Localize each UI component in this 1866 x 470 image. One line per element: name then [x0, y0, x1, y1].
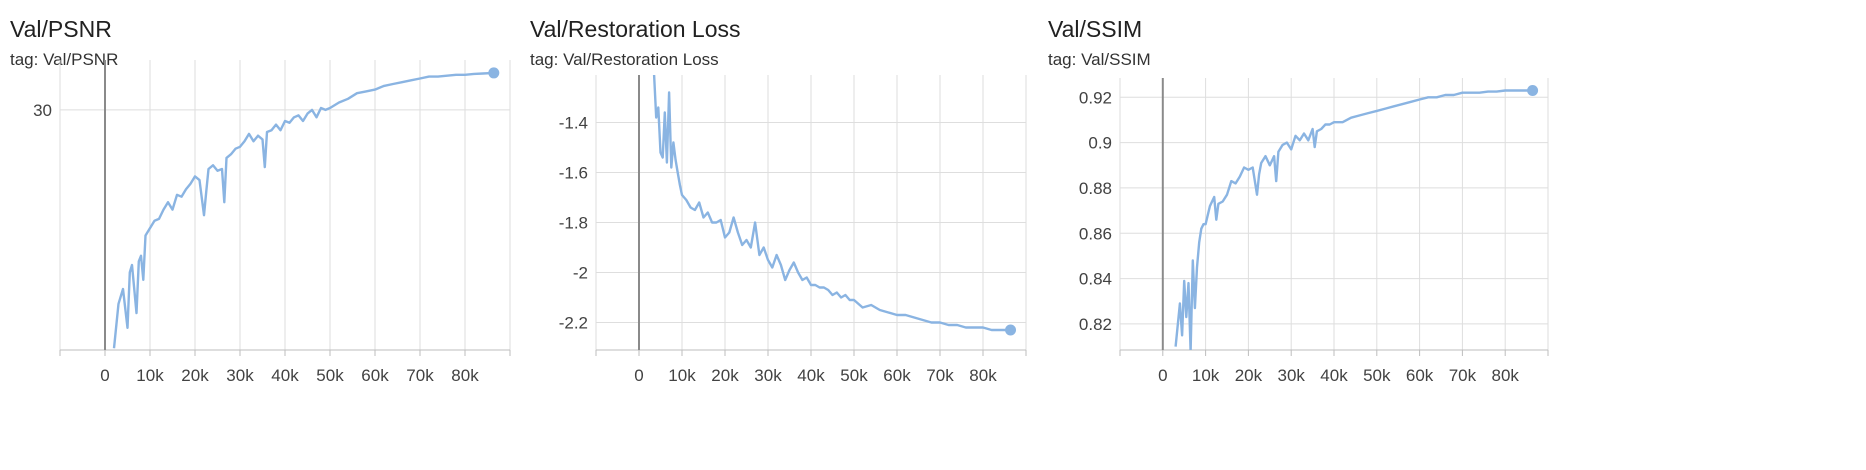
x-tick-label: 60k	[361, 366, 389, 385]
series-end-point	[1527, 84, 1539, 96]
x-tick-label: 50k	[840, 366, 868, 385]
y-tick-label: -2	[573, 264, 588, 283]
x-tick-label: 80k	[451, 366, 479, 385]
x-tick-label: 40k	[797, 366, 825, 385]
chart-panel-psnr: Val/PSNR tag: Val/PSNR 0 10k 20k 30k 40k 50k 6…	[10, 0, 530, 470]
x-tick-label: 50k	[316, 366, 344, 385]
x-tick-label: 40k	[271, 366, 299, 385]
x-tick-label: 70k	[1449, 366, 1477, 385]
x-tick-label: 10k	[136, 366, 164, 385]
y-tick-label: 0.92	[1079, 88, 1112, 107]
chart-plot-ssim[interactable]: 0 10k 20k 30k 40k 50k 60k 70k 80k 0.92 0.9 0.88 0.86…	[1048, 0, 1568, 470]
x-tick-label: 0	[1158, 366, 1167, 385]
series-line	[1174, 89, 1533, 350]
chart-panel-restoration-loss: Val/Restoration Loss tag: Val/Restoratio…	[530, 0, 1050, 470]
grid	[595, 75, 1027, 350]
x-tick-label: 80k	[969, 366, 997, 385]
chart-title: Val/SSIM	[1048, 16, 1143, 42]
chart-panel-ssim: Val/SSIM tag: Val/SSIM 0 10k 20k 30k 40k 50k 6…	[1048, 0, 1568, 470]
x-tick-label: 50k	[1363, 366, 1391, 385]
x-tick-label: 80k	[1491, 366, 1519, 385]
x-tick-label: 60k	[883, 366, 911, 385]
series-line	[112, 71, 494, 349]
y-tick-label: 0.86	[1079, 224, 1112, 243]
series-line	[652, 75, 1011, 332]
x-tick-label: 0	[100, 366, 109, 385]
y-tick-label: -1.8	[559, 214, 588, 233]
x-tick-label: 70k	[406, 366, 434, 385]
x-tick-label: 30k	[1277, 366, 1305, 385]
y-tick-label: 0.9	[1088, 134, 1112, 153]
y-tick-label: -2.2	[559, 314, 588, 333]
x-tick-label: 40k	[1320, 366, 1348, 385]
y-tick-label: 0.82	[1079, 315, 1112, 334]
grid	[59, 60, 511, 350]
y-tick-label: 0.84	[1079, 270, 1112, 289]
x-tick-label: 20k	[1235, 366, 1263, 385]
chart-plot-restoration-loss[interactable]: 0 10k 20k 30k 40k 50k 60k 70k 80k -1.4 -1.6 -1.8 -2 -…	[530, 0, 1050, 470]
chart-title: Val/PSNR	[10, 16, 112, 42]
x-tick-label: 30k	[226, 366, 254, 385]
series-end-point	[488, 67, 500, 79]
x-tick-label: 10k	[668, 366, 696, 385]
chart-title: Val/Restoration Loss	[530, 16, 741, 42]
series-end-point	[1005, 324, 1017, 336]
chart-tag: tag: Val/PSNR	[10, 50, 119, 69]
y-tick-label: -1.4	[559, 114, 588, 133]
chart-plot-psnr[interactable]: 0 10k 20k 30k 40k 50k 60k 70k 80k 30	[10, 0, 530, 470]
x-tick-label: 60k	[1406, 366, 1434, 385]
x-tick-label: 30k	[754, 366, 782, 385]
x-tick-label: 20k	[711, 366, 739, 385]
x-tick-label: 10k	[1192, 366, 1220, 385]
chart-tag: tag: Val/Restoration Loss	[530, 50, 719, 69]
x-tick-label: 0	[634, 366, 643, 385]
y-tick-label: -1.6	[559, 164, 588, 183]
x-tick-label: 70k	[926, 366, 954, 385]
x-tick-label: 20k	[181, 366, 209, 385]
y-tick-label: 30	[33, 101, 52, 120]
chart-tag: tag: Val/SSIM	[1048, 50, 1151, 69]
y-tick-label: 0.88	[1079, 179, 1112, 198]
